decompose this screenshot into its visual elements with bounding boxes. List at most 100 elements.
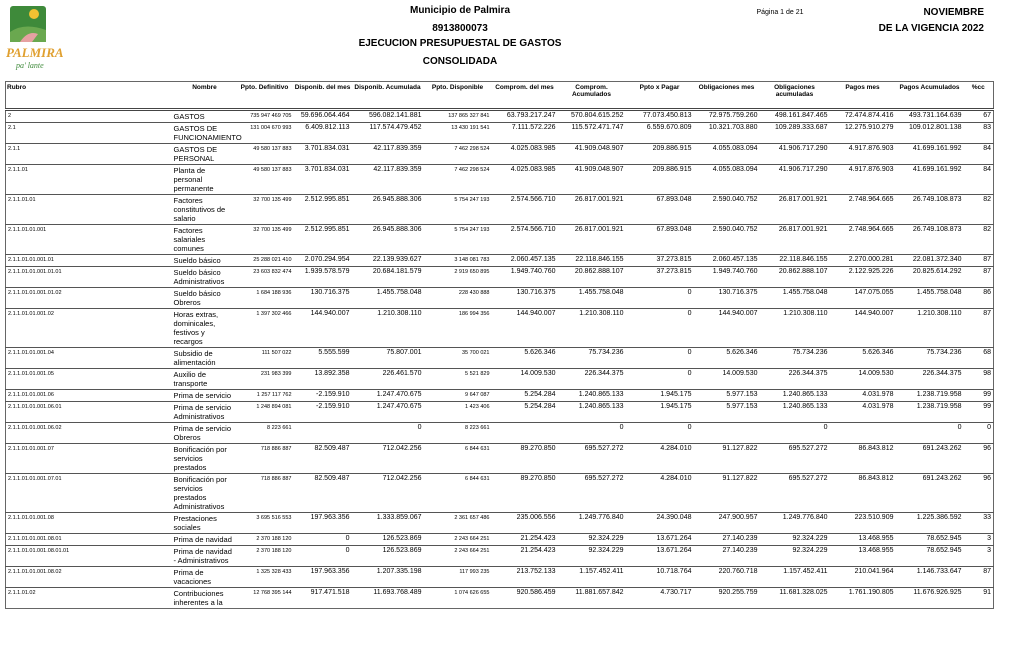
- rubro-cell: 2.1.1.01.01: [8, 197, 36, 203]
- value-cell: 1.455.758.048: [916, 289, 962, 296]
- table-row: 2.1.1.01.01.001.08.01 Prima de navidad 2 3…: [5, 533, 994, 546]
- value-cell: 5 521 829: [465, 371, 490, 377]
- column-header: Obligaciones mes: [693, 81, 760, 111]
- value-cell: 130.716.375: [718, 289, 758, 296]
- page-indicator: Página 1 de 21: [756, 9, 804, 16]
- value-cell: 109.289.333.687: [774, 124, 828, 131]
- value-cell: 109.012.801.138: [908, 124, 962, 131]
- value-cell: 1.240.865.133: [782, 403, 828, 410]
- value-cell: 0: [987, 424, 991, 431]
- value-cell: 147.075.055: [854, 289, 894, 296]
- palmira-logo: PALMIRA pa' lante: [6, 6, 64, 70]
- column-header: Disponib. Acumulada: [351, 81, 424, 111]
- value-cell: 96: [983, 445, 991, 452]
- value-cell: 144.940.007: [310, 310, 350, 317]
- value-cell: 126.523.869: [382, 547, 422, 554]
- value-cell: 72.474.874.416: [844, 112, 894, 119]
- table-row: 2.1.1.01.01.001.06.01 Prima de servicio A…: [5, 401, 994, 423]
- rubro-cell: 2.1.1: [8, 146, 21, 152]
- table-row: 2.1.1 GASTOS DE PERSONAL 49 580 137 883 3.7…: [5, 143, 994, 165]
- value-cell: 87: [983, 568, 991, 575]
- value-cell: 126.523.869: [382, 535, 422, 542]
- nombre-cell: Sueldo básico Administrativos: [173, 268, 225, 286]
- value-cell: 1.945.175: [660, 403, 692, 410]
- value-cell: 2 370 188 120: [256, 548, 292, 554]
- value-cell: 92.324.229: [792, 547, 828, 554]
- table-row: 2.1.1.01.01.001.07 Bonificación por servi…: [5, 443, 994, 474]
- entity-nit: 8913800073: [432, 23, 488, 34]
- svg-text:PALMIRA: PALMIRA: [6, 45, 64, 60]
- value-cell: 96: [983, 475, 991, 482]
- value-cell: 7.111.572.226: [511, 124, 556, 131]
- value-cell: 1.238.719.958: [916, 403, 962, 410]
- value-cell: 1.949.740.760: [712, 268, 758, 275]
- value-cell: -2.159.910: [316, 403, 350, 410]
- value-cell: 226.344.375: [788, 370, 828, 377]
- value-cell: 2.070.294.954: [304, 256, 350, 263]
- value-cell: 1.939.578.579: [304, 268, 350, 275]
- column-header: Ppto. Disponible: [423, 81, 492, 111]
- value-cell: 49 580 137 883: [253, 146, 292, 152]
- value-cell: 26.749.108.873: [912, 226, 962, 233]
- value-cell: 1.761.190.805: [848, 589, 894, 596]
- value-cell: 5.626.346: [524, 349, 556, 356]
- value-cell: 226.461.570: [382, 370, 422, 377]
- column-header: Comprom. del mes: [491, 81, 558, 111]
- nombre-cell: Prima de servicio Obreros: [173, 424, 232, 442]
- value-cell: 41.906.717.290: [778, 166, 828, 173]
- value-cell: 226.344.375: [584, 370, 624, 377]
- value-cell: 20.825.614.292: [912, 268, 962, 275]
- value-cell: 13.468.955: [858, 547, 894, 554]
- value-cell: 144.940.007: [718, 310, 758, 317]
- nombre-cell: Prima de navidad - Administrativos: [173, 547, 232, 565]
- value-cell: 4.917.876.903: [848, 145, 894, 152]
- value-cell: 117 993 235: [459, 569, 490, 575]
- value-cell: 712.042.256: [382, 445, 422, 452]
- value-cell: 5.254.284: [524, 391, 556, 398]
- budget-table: Rubro Nombre Ppto. Definitivo Disponib. del…: [5, 81, 994, 609]
- value-cell: 5.555.599: [318, 349, 350, 356]
- value-cell: 130.716.375: [516, 289, 556, 296]
- value-cell: 691.243.262: [922, 475, 962, 482]
- rubro-cell: 2: [8, 113, 12, 119]
- value-cell: 718 886 887: [260, 476, 292, 482]
- table-row: 2.1.1.01.01.001.01.02 Sueldo básico Obrer…: [5, 287, 994, 309]
- value-cell: 498.161.847.465: [774, 112, 828, 119]
- value-cell: 3 695 516 553: [256, 515, 292, 521]
- value-cell: 92.324.229: [588, 547, 624, 554]
- value-cell: 9 647 087: [465, 392, 490, 398]
- report-title: EJECUCION PRESUPUESTAL DE GASTOS: [358, 38, 562, 49]
- value-cell: 91: [983, 589, 991, 596]
- value-cell: 99: [983, 391, 991, 398]
- value-cell: 0: [687, 370, 692, 377]
- value-cell: 186 994 356: [458, 311, 490, 317]
- value-cell: 78.652.945: [926, 547, 962, 554]
- value-cell: 23 603 832 474: [253, 269, 292, 275]
- value-cell: 235.006.556: [516, 514, 556, 521]
- value-cell: 11.681.328.025: [779, 589, 828, 596]
- rubro-cell: 2.1.1.01.01.001: [8, 227, 47, 233]
- value-cell: 82: [983, 196, 991, 203]
- value-cell: 0: [957, 424, 962, 431]
- column-header: Pagos Acumulados: [895, 81, 964, 111]
- value-cell: 137 865 327 841: [448, 113, 490, 119]
- column-header: Nombre: [173, 81, 236, 111]
- value-cell: 63.793.217.247: [506, 112, 556, 119]
- value-cell: 735 947 469 705: [250, 113, 292, 119]
- value-cell: 7 462 298 524: [454, 167, 490, 173]
- value-cell: 1.210.308.110: [377, 310, 422, 317]
- value-cell: 87: [983, 256, 991, 263]
- value-cell: 10.321.703.880: [708, 124, 758, 131]
- rubro-cell: 2.1.1.01.01.001.01.02: [8, 290, 62, 296]
- value-cell: 2.060.457.135: [510, 256, 556, 263]
- column-header: Pagos mes: [829, 81, 896, 111]
- value-cell: 111 507 022: [261, 350, 292, 356]
- value-cell: 91.127.822: [722, 475, 758, 482]
- value-cell: 6 844 631: [465, 446, 490, 452]
- value-cell: 21.254.423: [520, 535, 556, 542]
- table-row: 2.1 GASTOS DE FUNCIONAMIENTO 131 004 670 9…: [5, 122, 994, 144]
- value-cell: 1.249.776.840: [578, 514, 624, 521]
- value-cell: 570.804.615.252: [570, 112, 624, 119]
- nombre-cell: Prestaciones sociales: [173, 514, 217, 532]
- value-cell: 1.247.470.675: [376, 403, 422, 410]
